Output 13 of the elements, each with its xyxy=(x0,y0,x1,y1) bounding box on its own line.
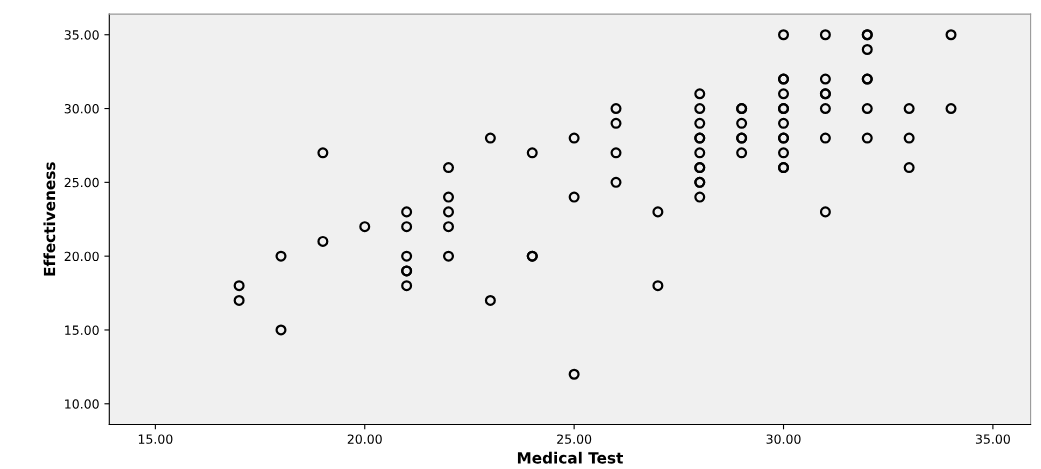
y-axis-title: Effectiveness xyxy=(43,162,56,276)
x-tick-label: 30.00 xyxy=(766,434,801,444)
x-tick-label: 25.00 xyxy=(557,434,592,444)
x-tick-label: 35.00 xyxy=(975,434,1010,444)
x-axis-title: Medical Test xyxy=(517,451,623,464)
y-tick-label: 30.00 xyxy=(64,104,99,114)
x-tick-label: 15.00 xyxy=(138,434,173,444)
y-tick-label: 20.00 xyxy=(64,251,99,262)
y-tick-label: 35.00 xyxy=(64,30,99,40)
y-tick-label: 10.00 xyxy=(65,399,99,409)
y-tick-label: 25.00 xyxy=(64,177,99,188)
x-tick-label: 20.00 xyxy=(347,434,382,444)
y-tick-label: 15.00 xyxy=(65,325,99,335)
